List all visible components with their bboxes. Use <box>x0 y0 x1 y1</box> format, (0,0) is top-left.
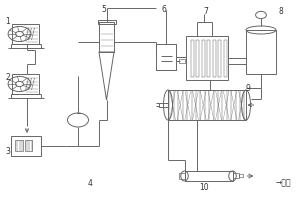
Bar <box>196 40 199 77</box>
Text: 5: 5 <box>101 4 106 14</box>
Bar <box>212 40 215 77</box>
Bar <box>15 140 22 151</box>
Bar <box>11 136 40 156</box>
Bar <box>238 174 243 177</box>
Bar <box>190 40 194 77</box>
Bar <box>186 36 228 80</box>
Bar <box>25 140 32 151</box>
Bar <box>156 44 176 70</box>
Bar <box>178 173 184 179</box>
Bar <box>184 171 232 181</box>
Text: →产品: →产品 <box>276 178 291 188</box>
Bar <box>218 40 221 77</box>
Text: 8: 8 <box>278 6 283 16</box>
Bar <box>12 24 39 44</box>
Bar <box>246 30 276 74</box>
Bar <box>224 40 226 77</box>
Bar <box>12 74 39 94</box>
Bar <box>178 59 184 63</box>
Text: 9: 9 <box>245 84 250 93</box>
Text: 10: 10 <box>199 182 209 192</box>
Text: 2: 2 <box>5 72 10 82</box>
Text: 7: 7 <box>203 6 208 16</box>
Bar <box>232 173 238 178</box>
Bar <box>99 22 114 52</box>
Bar <box>202 40 205 77</box>
Bar <box>168 90 246 120</box>
Text: 1: 1 <box>5 17 10 25</box>
Text: 6: 6 <box>161 4 166 14</box>
Text: 3: 3 <box>5 146 10 156</box>
Bar <box>207 40 210 77</box>
Bar <box>159 103 168 107</box>
Bar <box>98 20 116 24</box>
Text: 4: 4 <box>88 178 92 188</box>
